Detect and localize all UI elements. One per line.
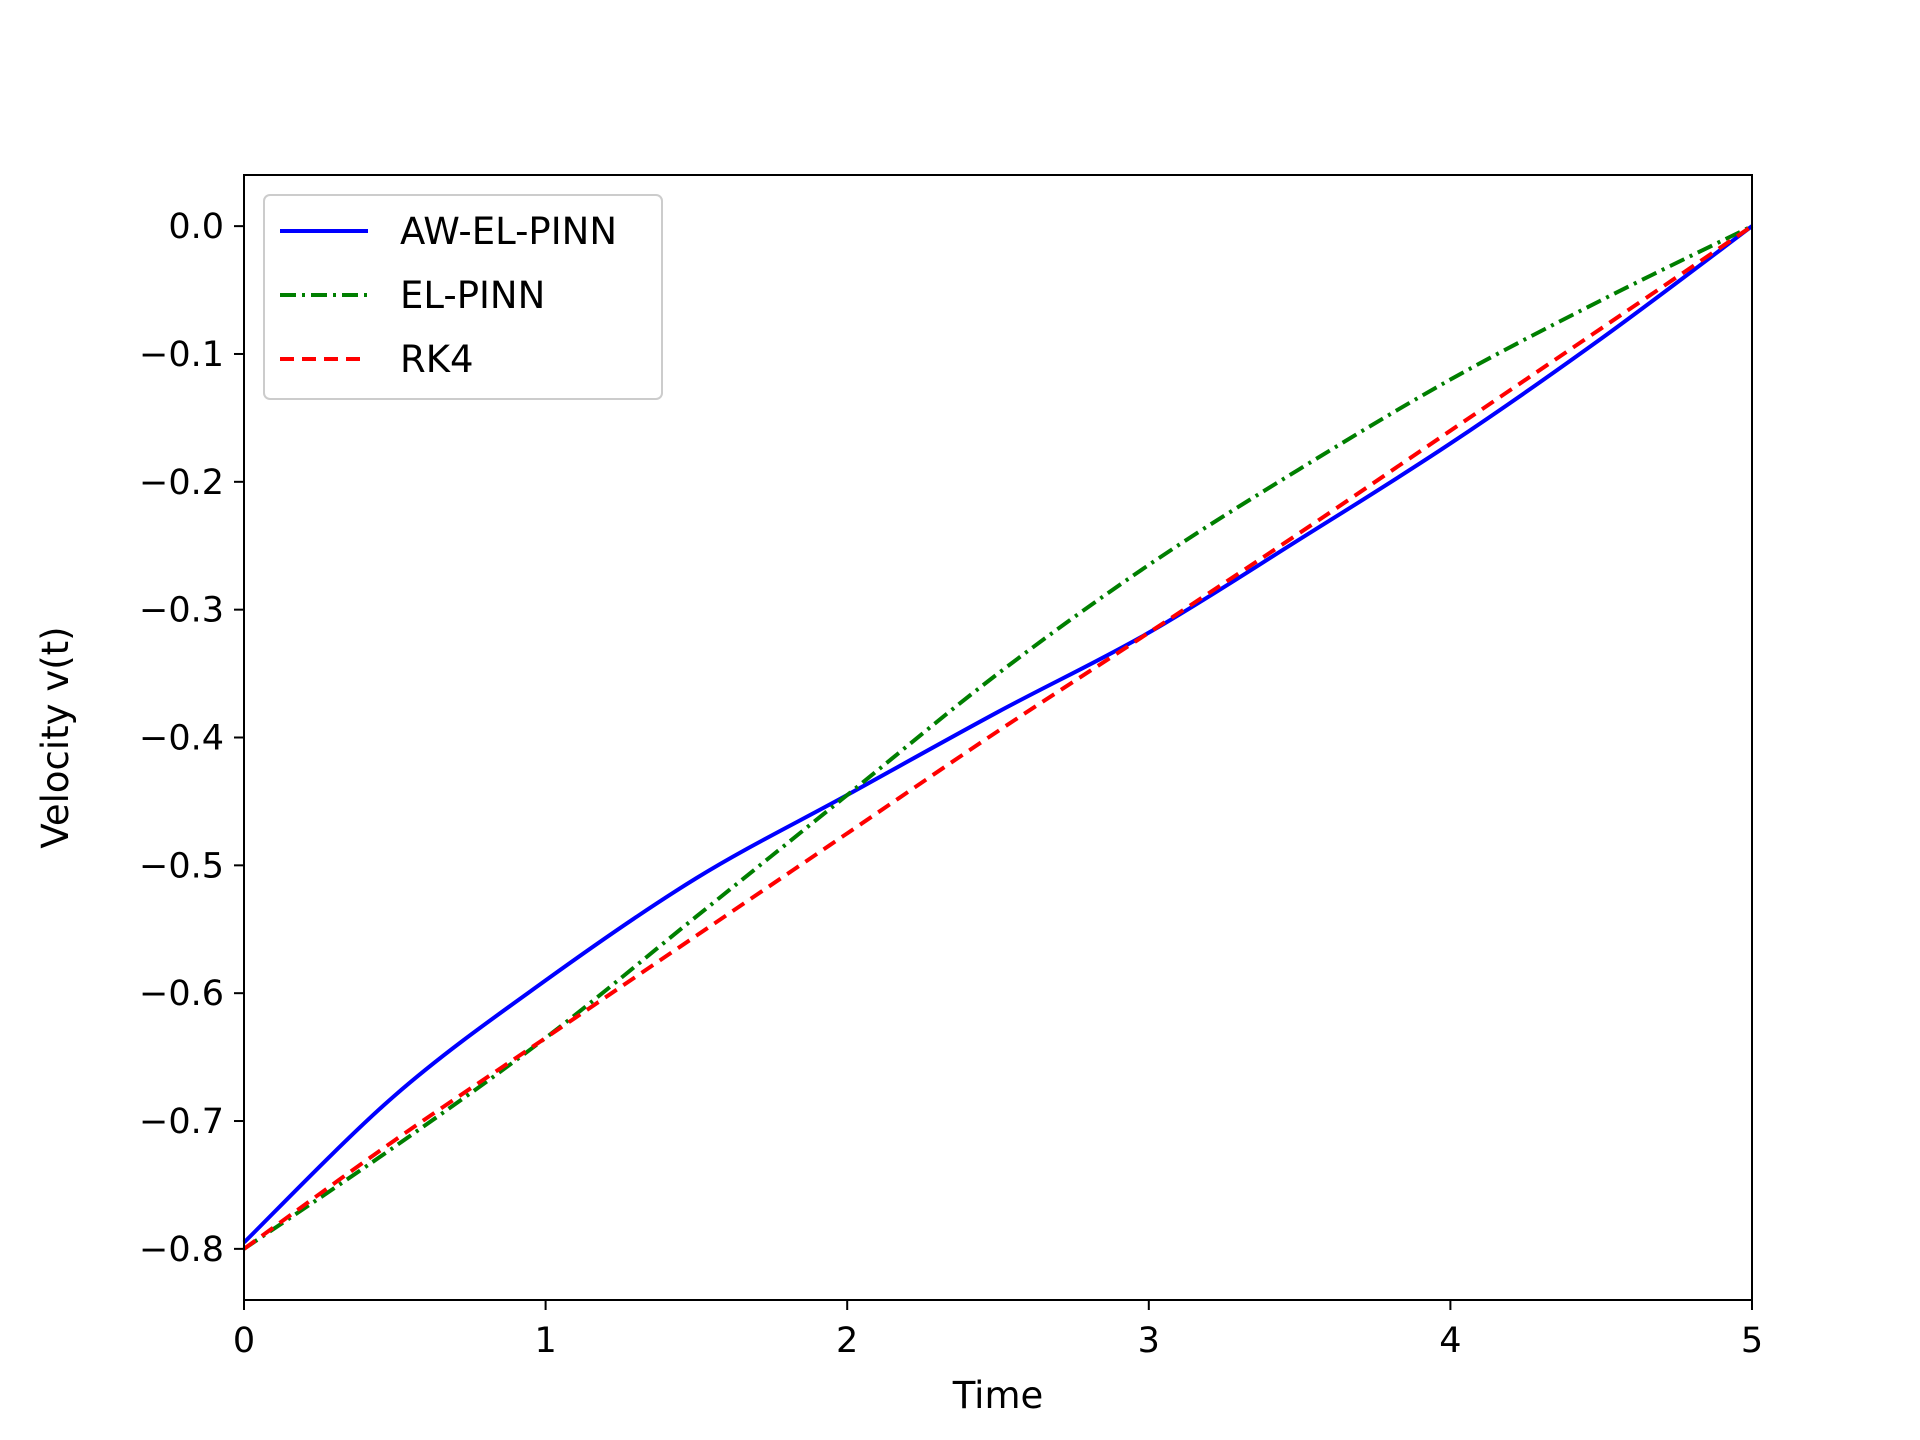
legend-label: RK4 [400,338,474,381]
x-tick-label: 2 [836,1321,858,1361]
y-tick-label: −0.3 [139,591,224,631]
y-tick-label: −0.8 [139,1230,224,1270]
legend: AW-EL-PINN EL-PINN RK4 [263,194,663,400]
series-line-aw-el-pinn [242,224,1754,1244]
x-tick-label: 0 [233,1321,255,1361]
legend-label: EL-PINN [400,274,545,317]
y-tick-label: −0.6 [139,974,224,1014]
x-tick-label: 4 [1439,1321,1461,1361]
legend-box [263,194,663,400]
series-line-el-pinn [242,224,1753,1251]
x-axis-label: Time [952,1374,1044,1417]
x-tick-label: 5 [1741,1321,1763,1361]
y-axis: 0.0 −0.1 −0.2 −0.3 −0.4 −0.5 −0.6 −0.7 −0.8 [139,207,244,1270]
y-tick-label: 0.0 [168,207,224,247]
x-tick-label: 3 [1138,1321,1160,1361]
x-tick-label: 1 [534,1321,556,1361]
y-tick-label: −0.1 [139,335,224,375]
y-tick-label: −0.5 [139,846,224,886]
y-tick-label: −0.2 [139,463,224,503]
x-axis: 0 1 2 3 4 5 [233,1300,1763,1361]
series-line-rk4 [242,224,1754,1251]
y-tick-label: −0.7 [139,1102,224,1142]
y-axis-label: Velocity v(t) [34,626,77,848]
legend-label: AW-EL-PINN [400,210,617,253]
y-tick-label: −0.4 [139,719,224,759]
series-layer [242,224,1754,1251]
